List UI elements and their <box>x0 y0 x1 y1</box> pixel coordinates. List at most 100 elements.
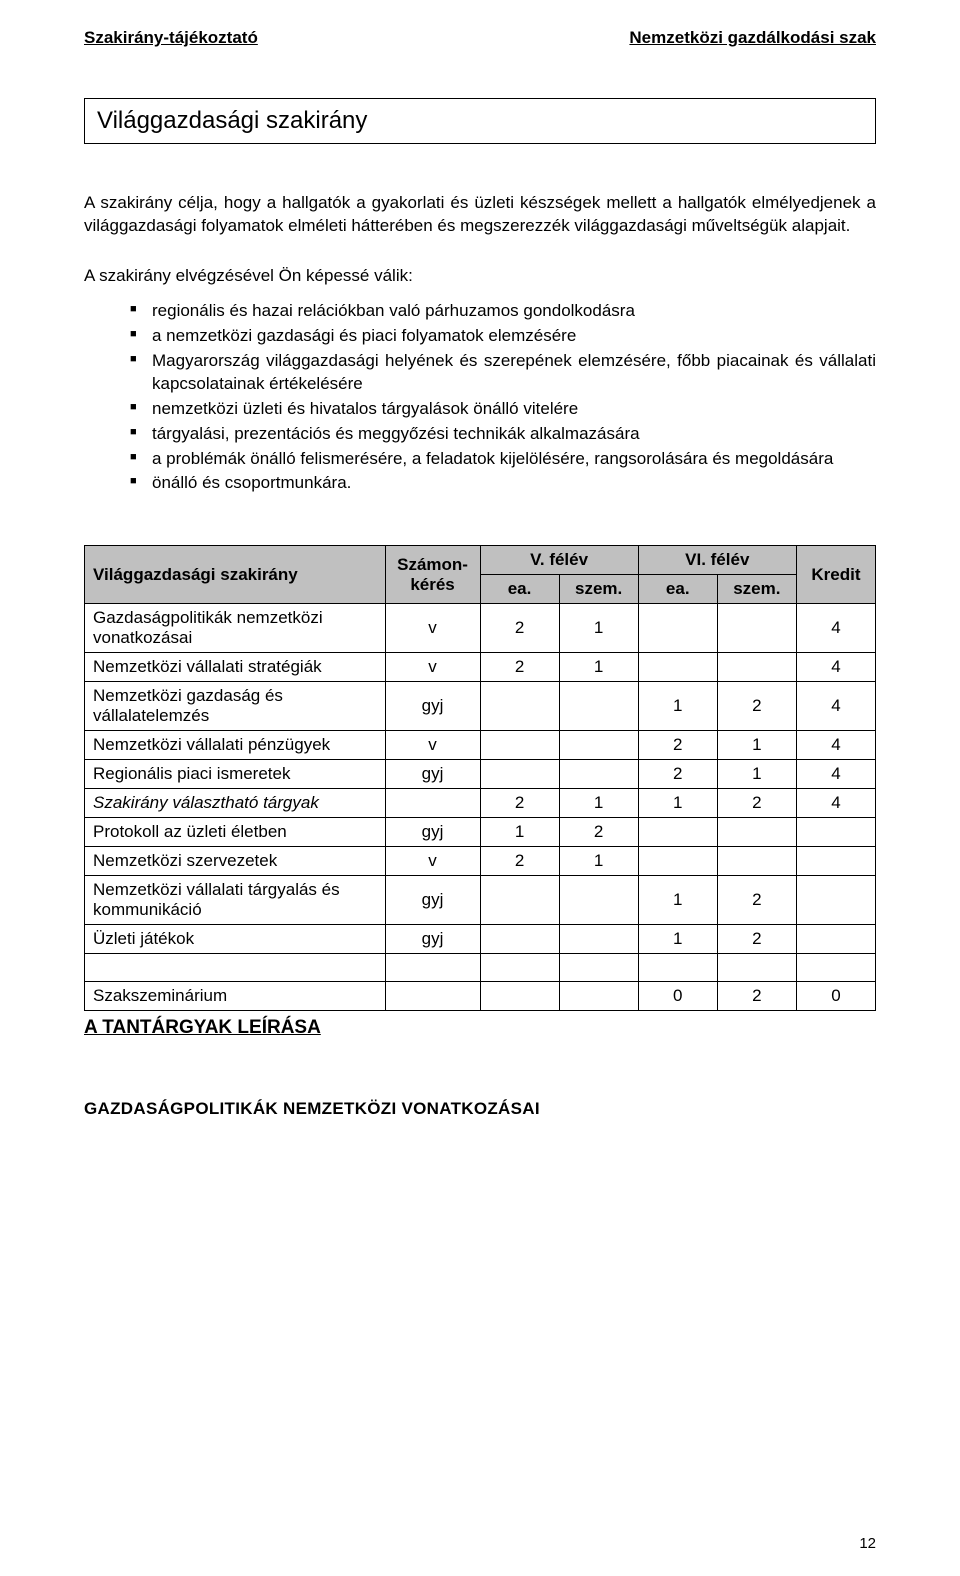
th-sem5-ea: ea. <box>480 575 559 604</box>
table-cell: gyj <box>385 760 480 789</box>
table-cell <box>717 653 796 682</box>
list-item: a nemzetközi gazdasági és piaci folyamat… <box>130 325 876 348</box>
table-row: Nemzetközi vállalati pénzügyekv214 <box>85 731 876 760</box>
table-row: Szakszeminárium020 <box>85 982 876 1011</box>
table-cell: 2 <box>480 653 559 682</box>
table-cell <box>559 982 638 1011</box>
table-cell <box>480 760 559 789</box>
table-cell <box>480 954 559 982</box>
table-cell <box>717 604 796 653</box>
table-cell <box>638 847 717 876</box>
table-cell <box>796 954 875 982</box>
table-cell <box>559 760 638 789</box>
table-cell: 0 <box>638 982 717 1011</box>
table-cell: 1 <box>559 847 638 876</box>
th-sem5-szem: szem. <box>559 575 638 604</box>
table-cell <box>480 876 559 925</box>
table-cell <box>385 789 480 818</box>
table-cell <box>717 954 796 982</box>
table-cell: 1 <box>638 925 717 954</box>
table-cell: 4 <box>796 731 875 760</box>
th-exam: Számon-kérés <box>385 546 480 604</box>
list-item: önálló és csoportmunkára. <box>130 472 876 495</box>
list-item: nemzetközi üzleti és hivatalos tárgyalás… <box>130 398 876 421</box>
table-cell: 2 <box>717 789 796 818</box>
table-cell <box>559 925 638 954</box>
table-cell: 2 <box>480 789 559 818</box>
topic-heading: GAZDASÁGPOLITIKÁK NEMZETKÖZI VONATKOZÁSA… <box>84 1099 876 1119</box>
table-cell <box>559 954 638 982</box>
table-cell: 1 <box>717 731 796 760</box>
table-row: Szakirány választható tárgyak21124 <box>85 789 876 818</box>
table-cell: v <box>385 653 480 682</box>
table-cell: 2 <box>480 604 559 653</box>
running-head: Szakirány-tájékoztató Nemzetközi gazdálk… <box>84 28 876 48</box>
list-item: regionális és hazai relációkban való pár… <box>130 300 876 323</box>
curriculum-table: Világgazdasági szakirány Számon-kérés V.… <box>84 545 876 1011</box>
table-cell: 4 <box>796 653 875 682</box>
table-cell: 2 <box>559 818 638 847</box>
table-row <box>85 954 876 982</box>
table-cell: 1 <box>480 818 559 847</box>
header-right: Nemzetközi gazdálkodási szak <box>629 28 876 48</box>
table-cell: 2 <box>638 760 717 789</box>
table-cell: 4 <box>796 682 875 731</box>
table-cell <box>796 925 875 954</box>
table-cell: 2 <box>717 925 796 954</box>
table-cell <box>480 682 559 731</box>
table-cell <box>85 954 386 982</box>
table-cell: 0 <box>796 982 875 1011</box>
section-link: A TANTÁRGYAK LEÍRÁSA <box>84 1017 876 1039</box>
table-cell <box>559 731 638 760</box>
table-cell <box>638 604 717 653</box>
table-cell: 2 <box>717 682 796 731</box>
table-cell: Szakirány választható tárgyak <box>85 789 386 818</box>
table-cell: gyj <box>385 682 480 731</box>
table-cell: Nemzetközi gazdaság és vállalatelemzés <box>85 682 386 731</box>
header-left: Szakirány-tájékoztató <box>84 28 258 48</box>
table-cell: 1 <box>717 760 796 789</box>
table-cell: Szakszeminárium <box>85 982 386 1011</box>
table-cell: v <box>385 731 480 760</box>
table-row: Üzleti játékokgyj12 <box>85 925 876 954</box>
table-cell <box>638 818 717 847</box>
intro-paragraph: A szakirány célja, hogy a hallgatók a gy… <box>84 192 876 238</box>
table-cell: 4 <box>796 760 875 789</box>
table-cell: Üzleti játékok <box>85 925 386 954</box>
curriculum-tbody: Gazdaságpolitikák nemzetközi vonatkozása… <box>85 604 876 1011</box>
list-item: tárgyalási, prezentációs és meggyőzési t… <box>130 423 876 446</box>
table-cell <box>717 847 796 876</box>
table-cell: 2 <box>480 847 559 876</box>
table-cell <box>638 653 717 682</box>
table-cell: v <box>385 847 480 876</box>
table-cell <box>796 818 875 847</box>
table-cell: 1 <box>559 789 638 818</box>
th-sem5: V. félév <box>480 546 638 575</box>
table-cell <box>559 876 638 925</box>
page-title: Világgazdasági szakirány <box>97 107 367 134</box>
lead-paragraph: A szakirány elvégzésével Ön képessé váli… <box>84 266 876 286</box>
th-sem6-ea: ea. <box>638 575 717 604</box>
table-cell <box>796 847 875 876</box>
table-cell: 1 <box>638 789 717 818</box>
table-cell: Protokoll az üzleti életben <box>85 818 386 847</box>
table-cell: 2 <box>717 876 796 925</box>
table-cell: 4 <box>796 604 875 653</box>
table-cell <box>717 818 796 847</box>
table-cell: Nemzetközi vállalati pénzügyek <box>85 731 386 760</box>
page-number: 12 <box>859 1535 876 1552</box>
table-cell: v <box>385 604 480 653</box>
competency-list: regionális és hazai relációkban való pár… <box>84 300 876 496</box>
table-cell: Nemzetközi vállalati stratégiák <box>85 653 386 682</box>
table-cell: Regionális piaci ismeretek <box>85 760 386 789</box>
table-row: Nemzetközi vállalati tárgyalás és kommun… <box>85 876 876 925</box>
table-cell <box>796 876 875 925</box>
table-row: Nemzetközi vállalati stratégiákv214 <box>85 653 876 682</box>
table-cell: gyj <box>385 876 480 925</box>
table-cell: Nemzetközi szervezetek <box>85 847 386 876</box>
table-cell <box>559 682 638 731</box>
th-credit: Kredit <box>796 546 875 604</box>
table-cell: gyj <box>385 818 480 847</box>
table-row: Nemzetközi szervezetekv21 <box>85 847 876 876</box>
page-title-box: Világgazdasági szakirány <box>84 98 876 144</box>
